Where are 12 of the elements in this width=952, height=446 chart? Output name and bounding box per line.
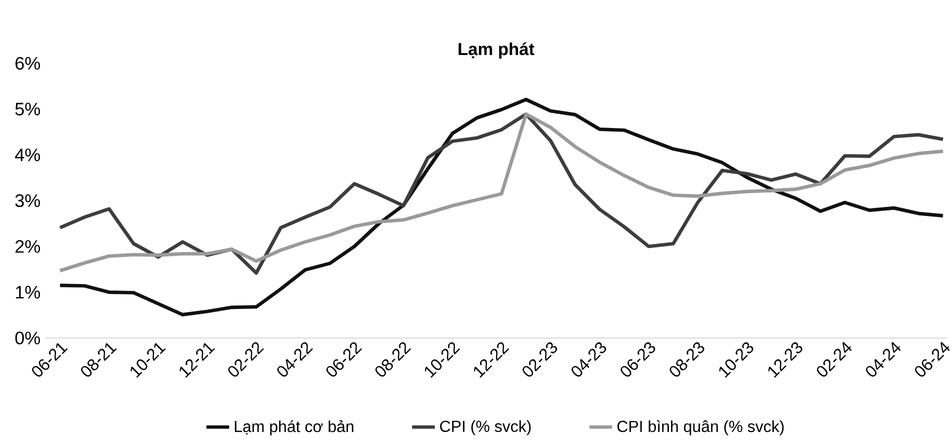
y-tick-label: 3% bbox=[15, 194, 40, 208]
legend-label: CPI bình quân (% svck) bbox=[617, 420, 784, 436]
legend-label: Lạm phát cơ bản bbox=[234, 420, 354, 436]
chart-title: Lạm phát bbox=[458, 42, 534, 59]
y-tick-label: 5% bbox=[15, 102, 40, 116]
line-series bbox=[58, 98, 945, 316]
y-tick-label: 4% bbox=[15, 148, 40, 162]
y-tick-label: 0% bbox=[15, 332, 40, 344]
legend-label: CPI (% svck) bbox=[440, 420, 531, 436]
y-tick-label: 6% bbox=[16, 56, 40, 70]
y-tick-label: 2% bbox=[16, 240, 40, 253]
y-tick-label: 1% bbox=[16, 286, 40, 299]
